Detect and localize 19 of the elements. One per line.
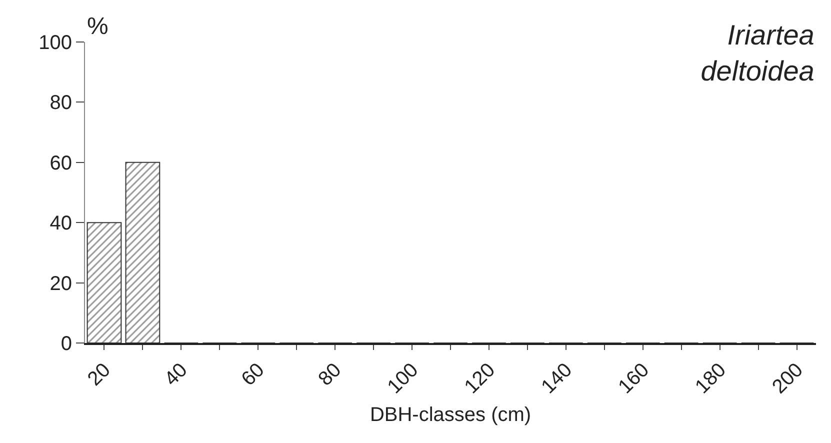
x-tick-label: 40	[160, 359, 192, 390]
chart-title: Iriartea deltoidea	[700, 19, 814, 87]
y-tick-label: 40	[50, 212, 72, 235]
x-tick-label: 140	[537, 359, 577, 398]
y-tick-label: 0	[60, 333, 72, 355]
y-axis-title: %	[87, 13, 108, 40]
x-axis-title: DBH-classes (cm)	[370, 404, 532, 426]
x-tick-label: 60	[237, 359, 269, 390]
y-tick-label: 80	[50, 92, 72, 114]
x-tick-label: 120	[460, 359, 500, 398]
y-tick-label: 100	[38, 32, 72, 54]
x-tick-label: 200	[768, 359, 808, 398]
y-tick-label: 20	[50, 272, 72, 295]
y-tick-label: 60	[50, 152, 72, 174]
x-tick-label: 180	[691, 359, 730, 398]
x-tick-label: 80	[314, 359, 346, 390]
x-tick-label: 160	[614, 359, 654, 398]
x-tick-label: 20	[84, 359, 115, 390]
x-tick-label: 100	[383, 359, 423, 398]
